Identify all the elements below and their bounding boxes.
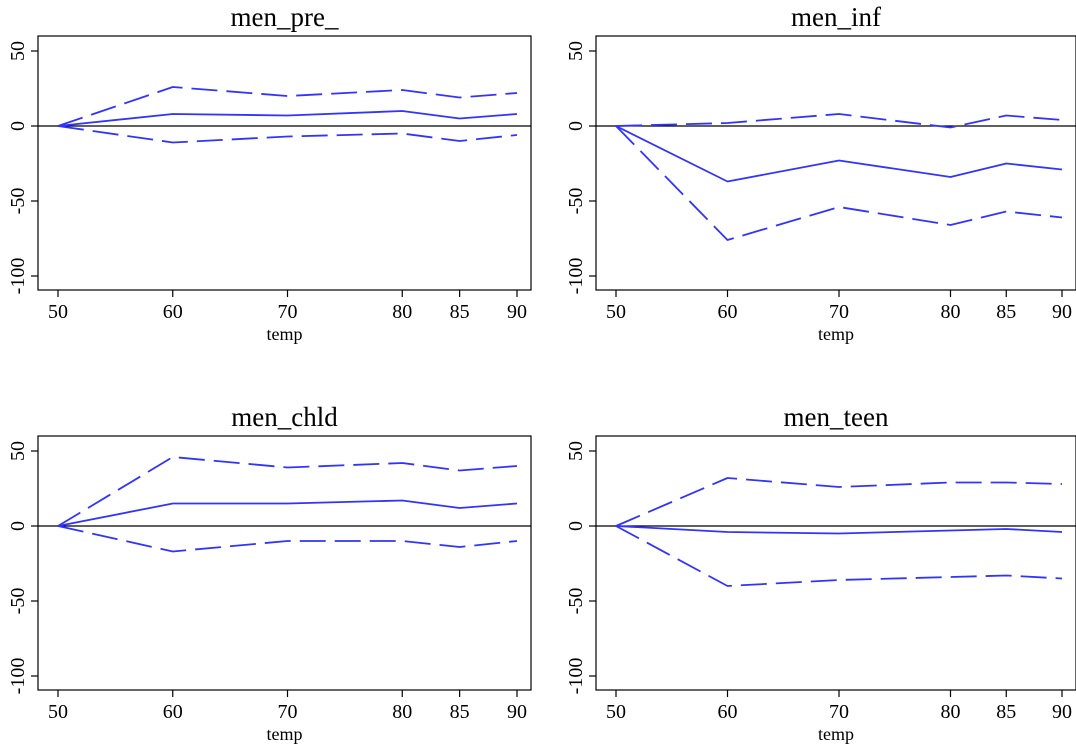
x-axis-label: temp: [818, 724, 854, 744]
x-tick-label: 50: [606, 701, 626, 723]
y-tick-label: 0: [7, 521, 29, 531]
x-tick-label: 50: [606, 301, 626, 323]
lower-bound-line: [57, 525, 518, 553]
estimate-line: [57, 499, 518, 527]
x-tick-label: 80: [941, 301, 961, 323]
y-tick-label: 0: [565, 521, 587, 531]
upper-bound-line: [57, 456, 518, 527]
x-axis-label: temp: [267, 724, 303, 744]
x-tick-label: 70: [278, 701, 298, 723]
lower-bound-line: [57, 125, 518, 144]
x-tick-label: 80: [392, 701, 412, 723]
estimate-line: [615, 525, 1063, 535]
panel-men-chld: men_chld 50 0 -50 -100 50 60 70 80 85 90 temp: [7, 402, 532, 744]
x-tick-label: 70: [278, 301, 298, 323]
x-tick-label: 85: [996, 301, 1016, 323]
plot-frame: [595, 435, 1076, 691]
x-tick-label: 60: [163, 701, 183, 723]
plot-frame: [37, 35, 532, 291]
panel-men-inf: men_inf 50 0 -50 -100 50 60 70 80 85 90 temp: [565, 2, 1076, 344]
panel-title: men_pre_: [231, 2, 339, 32]
upper-bound-line: [57, 86, 518, 127]
y-tick-label: -50: [7, 588, 29, 615]
y-tick-label: 50: [7, 441, 29, 461]
x-tick-label: 90: [1052, 701, 1072, 723]
y-tick-label: -50: [565, 188, 587, 215]
panel-title: men_chld: [231, 402, 338, 432]
upper-bound-line: [615, 477, 1063, 527]
x-axis-label: temp: [267, 324, 303, 344]
x-tick-label: 85: [450, 701, 470, 723]
x-tick-label: 80: [941, 701, 961, 723]
y-tick-label: -100: [565, 258, 587, 295]
y-tick-label: -100: [565, 658, 587, 695]
y-tick-label: 0: [565, 121, 587, 131]
lower-bound-line: [615, 125, 1063, 241]
lower-bound-line: [615, 525, 1063, 587]
plot-frame: [37, 435, 532, 691]
x-tick-label: 80: [392, 301, 412, 323]
y-tick-label: -50: [565, 588, 587, 615]
x-tick-label: 70: [829, 301, 849, 323]
x-tick-label: 50: [48, 701, 68, 723]
x-tick-label: 60: [718, 701, 738, 723]
y-tick-label: 50: [565, 441, 587, 461]
estimate-line: [615, 125, 1063, 183]
y-tick-label: -100: [7, 658, 29, 695]
panel-title: men_inf: [791, 2, 881, 32]
panel-title: men_teen: [784, 402, 889, 432]
y-tick-label: -50: [7, 188, 29, 215]
x-tick-label: 90: [507, 301, 527, 323]
y-tick-label: 50: [565, 41, 587, 61]
y-tick-label: 0: [7, 121, 29, 131]
x-tick-label: 90: [507, 701, 527, 723]
panel-men-teen: men_teen 50 0 -50 -100 50 60 70 80 85 90 temp: [565, 402, 1076, 744]
upper-bound-line: [615, 113, 1063, 129]
x-tick-label: 70: [829, 701, 849, 723]
x-axis-label: temp: [818, 324, 854, 344]
y-tick-label: -100: [7, 258, 29, 295]
x-tick-label: 60: [718, 301, 738, 323]
x-tick-label: 85: [996, 701, 1016, 723]
estimate-line: [57, 110, 518, 127]
plot-frame: [595, 35, 1076, 291]
x-tick-label: 85: [450, 301, 470, 323]
x-tick-label: 50: [48, 301, 68, 323]
x-tick-label: 60: [163, 301, 183, 323]
panel-men-pre: men_pre_ 50 0 -50 -100 50 60 70 80 85 90 temp: [7, 2, 532, 344]
x-tick-label: 90: [1052, 301, 1072, 323]
y-tick-label: 50: [7, 41, 29, 61]
